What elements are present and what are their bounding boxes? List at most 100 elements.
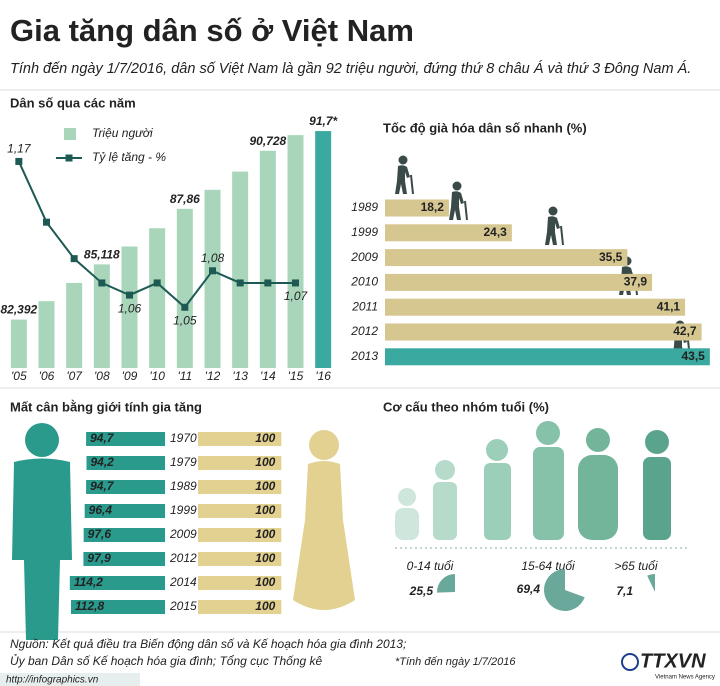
value-label: 97,9 — [87, 551, 111, 565]
category-label: 2015 — [169, 599, 197, 613]
bar — [84, 504, 165, 518]
category-label: 1999 — [170, 503, 197, 517]
bar — [198, 528, 282, 542]
value-label: 114,2 — [74, 575, 103, 589]
value-label: 94,7 — [90, 479, 115, 493]
value-label: 100 — [255, 599, 275, 613]
pie-slice — [544, 569, 585, 611]
value-label: 37,9 — [624, 275, 648, 289]
value-label: 85,118 — [84, 248, 120, 262]
bar — [385, 224, 512, 242]
bar — [86, 456, 165, 470]
bar — [198, 576, 282, 590]
line-marker — [43, 218, 50, 226]
bar — [10, 319, 27, 368]
line-marker — [98, 279, 106, 287]
value-label: 94,2 — [91, 455, 115, 469]
note: *Tính đến ngày 1/7/2016 — [395, 656, 516, 668]
bar — [198, 600, 282, 614]
value-label: 25,5 — [409, 584, 434, 598]
value-label: 43,5 — [681, 349, 705, 363]
legend-swatch — [65, 154, 73, 162]
value-label: 1,07 — [284, 289, 309, 303]
value-label: 18,2 — [421, 200, 445, 214]
url-bar — [0, 673, 140, 686]
value-label: 100 — [255, 575, 275, 589]
bar — [385, 298, 686, 316]
bar — [385, 273, 653, 291]
category-label: 1979 — [170, 455, 197, 469]
y-tick-label: 2010 — [350, 275, 378, 289]
x-tick-label: '16 — [315, 369, 331, 383]
subtitle: Tính đến ngày 1/7/2016, dân số Việt Nam … — [10, 60, 691, 77]
source: Ủy ban Dân số Kế hoạch hóa gia đình; Tổn… — [10, 653, 323, 668]
value-label: 100 — [255, 455, 275, 469]
category-label: >65 tuổi — [614, 559, 657, 573]
chart-title: Mất cân bằng giới tính gia tăng — [10, 399, 202, 414]
logo-subtitle: Vietnam News Agency — [655, 675, 715, 681]
x-tick-label: '07 — [66, 369, 83, 383]
line-marker — [292, 279, 299, 287]
x-tick-label: '15 — [288, 369, 304, 383]
value-label: 100 — [255, 479, 275, 493]
bar — [385, 199, 449, 217]
value-label: 1,08 — [201, 251, 225, 265]
bar — [83, 552, 165, 566]
bar — [385, 249, 628, 267]
bar — [83, 528, 165, 542]
male-figure — [12, 423, 72, 640]
chart-title: Tốc độ già hóa dân số nhanh (%) — [383, 120, 587, 135]
category-label: 0-14 tuổi — [407, 559, 454, 573]
value-label: 87,86 — [170, 192, 200, 206]
line-marker — [264, 279, 272, 287]
x-tick-label: '09 — [122, 369, 138, 383]
value-label: 35,5 — [599, 250, 623, 264]
bar — [176, 208, 193, 368]
bar — [204, 189, 221, 368]
x-tick-label: '06 — [39, 369, 55, 383]
x-tick-label: '11 — [177, 369, 192, 383]
bar — [385, 348, 710, 366]
category-label: 2012 — [169, 551, 197, 565]
bar — [232, 171, 249, 368]
bar — [86, 480, 165, 494]
line-marker — [15, 157, 23, 165]
bar — [121, 246, 138, 368]
value-label: 42,7 — [673, 324, 697, 338]
y-tick-label: 2013 — [350, 349, 378, 363]
bar — [287, 135, 304, 368]
value-label: 100 — [255, 551, 275, 565]
female-figure — [293, 430, 355, 610]
bar — [198, 456, 282, 470]
legend-label: Tỷ lệ tăng - % — [92, 150, 166, 164]
bar — [385, 323, 702, 341]
bar — [86, 432, 165, 446]
value-label: 112,8 — [75, 599, 104, 613]
age-figures — [395, 421, 690, 549]
y-tick-label: 2011 — [351, 299, 378, 313]
line-marker — [209, 267, 216, 275]
y-tick-label: 1999 — [351, 225, 378, 239]
value-label: 100 — [255, 431, 275, 445]
value-label: 7,1 — [616, 584, 633, 598]
value-label: 41,1 — [657, 299, 681, 313]
y-tick-label: 2009 — [350, 250, 378, 264]
bar — [149, 228, 166, 368]
bar — [198, 552, 282, 566]
value-label: 94,7 — [90, 431, 115, 445]
bar — [259, 150, 276, 368]
value-label: 1,05 — [173, 313, 197, 327]
pie-slice — [647, 574, 655, 592]
value-label: 100 — [255, 527, 275, 541]
value-label: 82,392 — [0, 303, 37, 317]
line-marker — [126, 291, 133, 299]
value-label: 24,3 — [483, 225, 507, 239]
source: Nguồn: Kết quả điều tra Biến động dân số… — [10, 637, 406, 651]
x-tick-label: '08 — [94, 369, 110, 383]
value-label: 1,17 — [7, 142, 32, 156]
category-label: 1989 — [170, 479, 197, 493]
y-tick-label: 1989 — [351, 200, 378, 214]
chart-title: Dân số qua các năm — [10, 95, 136, 110]
bar — [71, 600, 165, 614]
